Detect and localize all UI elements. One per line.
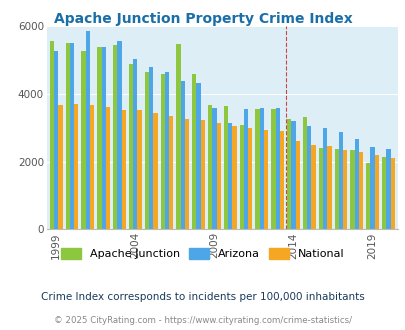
Bar xyxy=(97,47,101,229)
Bar xyxy=(334,149,338,229)
Bar xyxy=(223,106,228,229)
Bar xyxy=(101,48,106,229)
Legend: Apache Junction, Arizona, National: Apache Junction, Arizona, National xyxy=(57,244,348,263)
Text: Apache Junction Property Crime Index: Apache Junction Property Crime Index xyxy=(53,12,352,25)
Bar xyxy=(318,148,322,229)
Bar xyxy=(259,108,263,229)
Bar xyxy=(311,145,315,229)
Bar xyxy=(192,74,196,229)
Bar xyxy=(137,110,141,229)
Bar xyxy=(263,130,268,229)
Bar xyxy=(58,105,62,229)
Bar xyxy=(307,126,311,229)
Bar xyxy=(322,128,326,229)
Bar xyxy=(184,119,189,229)
Bar xyxy=(302,117,307,229)
Bar xyxy=(74,104,78,229)
Bar xyxy=(70,43,74,229)
Bar xyxy=(381,157,385,229)
Bar xyxy=(365,163,369,229)
Bar xyxy=(295,142,299,229)
Bar xyxy=(121,110,126,229)
Bar xyxy=(133,58,137,229)
Bar xyxy=(128,64,133,229)
Bar xyxy=(66,43,70,229)
Bar xyxy=(243,109,247,229)
Text: Crime Index corresponds to incidents per 100,000 inhabitants: Crime Index corresponds to incidents per… xyxy=(41,292,364,302)
Bar xyxy=(149,67,153,229)
Bar xyxy=(350,149,354,229)
Bar xyxy=(385,148,390,229)
Bar xyxy=(271,109,275,229)
Bar xyxy=(196,83,200,229)
Bar xyxy=(275,108,279,229)
Bar xyxy=(90,105,94,229)
Bar xyxy=(338,132,342,229)
Bar xyxy=(113,45,117,229)
Bar xyxy=(200,120,205,229)
Bar xyxy=(207,105,212,229)
Bar xyxy=(164,72,168,229)
Bar xyxy=(390,158,394,229)
Bar xyxy=(358,151,362,229)
Bar xyxy=(291,121,295,229)
Bar xyxy=(144,72,149,229)
Text: © 2025 CityRating.com - https://www.cityrating.com/crime-statistics/: © 2025 CityRating.com - https://www.city… xyxy=(54,316,351,325)
Bar xyxy=(168,116,173,229)
Bar xyxy=(342,149,347,229)
Bar xyxy=(255,109,259,229)
Bar xyxy=(117,41,121,229)
Bar xyxy=(85,31,90,229)
Bar xyxy=(106,107,110,229)
Bar xyxy=(81,51,85,229)
Bar xyxy=(232,126,236,229)
Bar xyxy=(212,108,216,229)
Bar xyxy=(160,74,164,229)
Bar xyxy=(354,139,358,229)
Bar xyxy=(247,128,252,229)
Bar xyxy=(374,155,378,229)
Bar xyxy=(180,81,184,229)
Bar xyxy=(239,125,243,229)
Bar xyxy=(279,131,283,229)
Bar xyxy=(54,51,58,229)
Bar xyxy=(50,41,54,229)
Bar xyxy=(216,123,220,229)
Bar xyxy=(176,44,180,229)
Bar xyxy=(369,147,374,229)
Bar xyxy=(286,119,291,229)
Bar xyxy=(153,113,157,229)
Bar xyxy=(228,123,232,229)
Bar xyxy=(326,147,331,229)
